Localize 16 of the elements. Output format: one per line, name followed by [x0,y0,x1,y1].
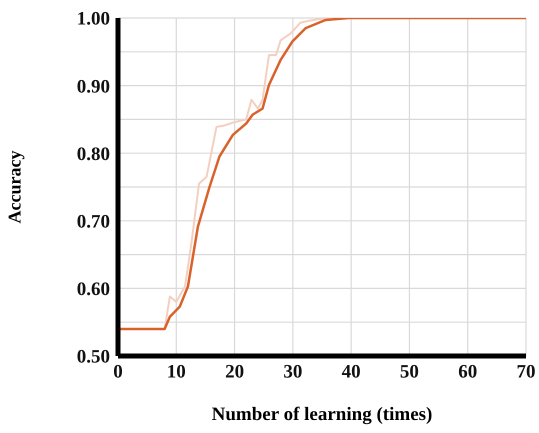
y-tick-label: 0.70 [76,212,110,233]
x-tick-label: 20 [225,361,244,382]
x-tick-label: 10 [166,361,186,382]
y-axis-title: Accuracy [4,150,24,224]
y-tick-label: 0.90 [76,76,110,98]
x-tick-label: 70 [516,361,536,382]
x-tick-label: 60 [458,361,478,382]
x-tick-label: 40 [342,361,361,382]
y-tick-label: 0.60 [76,279,110,300]
y-tick-label: 1.00 [76,8,110,30]
x-tick-label: 50 [400,361,419,382]
y-tick-label: 0.80 [76,144,110,165]
x-tick-label: 0 [113,361,123,382]
x-axis-title: Number of learning (times) [212,404,432,425]
x-tick-label: 30 [283,361,302,382]
y-tick-label: 0.50 [76,346,110,368]
